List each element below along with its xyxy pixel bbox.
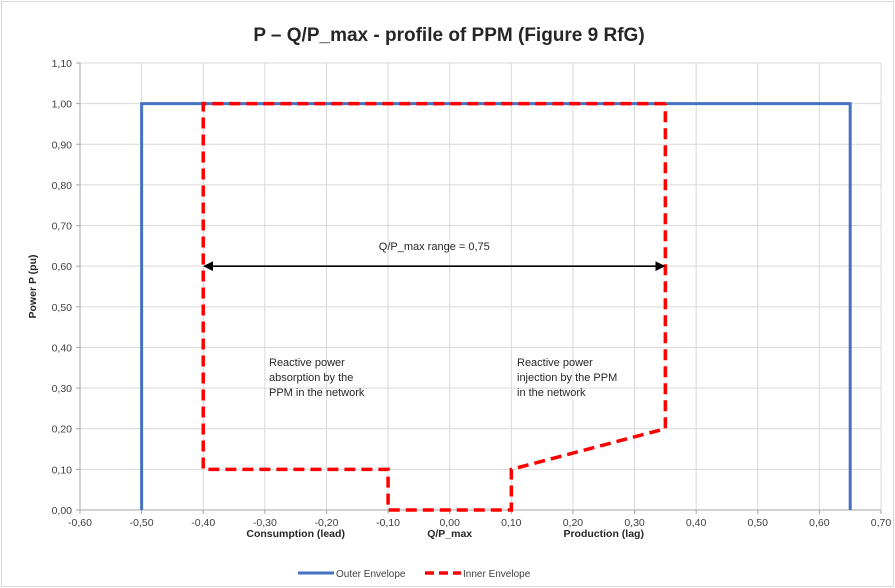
x-axis-label-production: Production (lag) (563, 528, 644, 540)
legend-outer-label: Outer Envelope (336, 569, 406, 580)
y-tick-label: 1,00 (52, 99, 73, 111)
y-tick-label: 0,30 (52, 383, 73, 395)
chart-title: P – Q/P_max - profile of PPM (Figure 9 R… (253, 25, 644, 46)
injection-annotation-line: in the network (517, 387, 586, 399)
y-tick-label: 0,50 (52, 302, 73, 314)
x-tick-label: 0,00 (439, 517, 460, 529)
x-tick-label: 0,50 (748, 517, 769, 529)
y-tick-label: 0,20 (52, 424, 73, 436)
absorption-annotation-line: PPM in the network (269, 387, 365, 399)
legend: Outer Envelope Inner Envelope (298, 569, 531, 580)
x-tick-label: 0,70 (871, 517, 892, 529)
x-tick-label: -0,30 (253, 517, 277, 529)
y-tick-label: 1,10 (52, 58, 73, 70)
injection-annotation-line: Reactive power (517, 357, 593, 369)
x-tick-label: -0,60 (68, 517, 92, 529)
range-annotation-text: Q/P_max range = 0,75 (379, 241, 490, 253)
absorption-annotation-line: absorption by the (269, 372, 353, 384)
outer-envelope-line (140, 102, 852, 510)
y-tick-label: 0,90 (52, 139, 73, 151)
y-tick-label: 0,80 (52, 180, 73, 192)
x-axis-label: Q/P_max (427, 528, 472, 540)
x-tick-label: -0,20 (314, 517, 338, 529)
absorption-annotation-line: Reactive power (269, 357, 345, 369)
series-layer (140, 101, 852, 512)
x-tick-label: 0,10 (501, 517, 522, 529)
x-axis-label-consumption: Consumption (lead) (246, 528, 345, 540)
x-tick-label: 0,20 (563, 517, 584, 529)
x-tick-label: 0,60 (809, 517, 830, 529)
y-tick-label: 0,60 (52, 261, 73, 273)
axis-layer: 0,00 0,10 0,20 0,30 0,40 0,50 0,60 0,70 0,80 0,90… (52, 58, 892, 529)
legend-inner-label: Inner Envelope (463, 569, 531, 580)
absorption-annotation: Reactive power absorption by the PPM in th… (269, 357, 365, 399)
annotation-layer: Q/P_max range = 0,75 Reactive power absorp… (203, 241, 666, 399)
x-tick-label: -0,10 (376, 517, 400, 529)
x-tick-label: 0,40 (686, 517, 707, 529)
y-tick-label: 0,70 (52, 221, 73, 233)
injection-annotation: Reactive power injection by the PPM in the… (517, 357, 617, 399)
inner-envelope-line (201, 101, 668, 512)
injection-annotation-line: injection by the PPM (517, 372, 617, 384)
x-tick-label: 0,30 (624, 517, 645, 529)
y-tick-label: 0,40 (52, 342, 73, 354)
y-tick-label: 0,00 (52, 505, 73, 517)
y-tick-label: 0,10 (52, 464, 73, 476)
x-tick-label: -0,40 (191, 517, 215, 529)
grid-layer (79, 62, 882, 511)
x-tick-label: -0,50 (130, 517, 154, 529)
y-axis-label: Power P (pu) (27, 255, 39, 319)
